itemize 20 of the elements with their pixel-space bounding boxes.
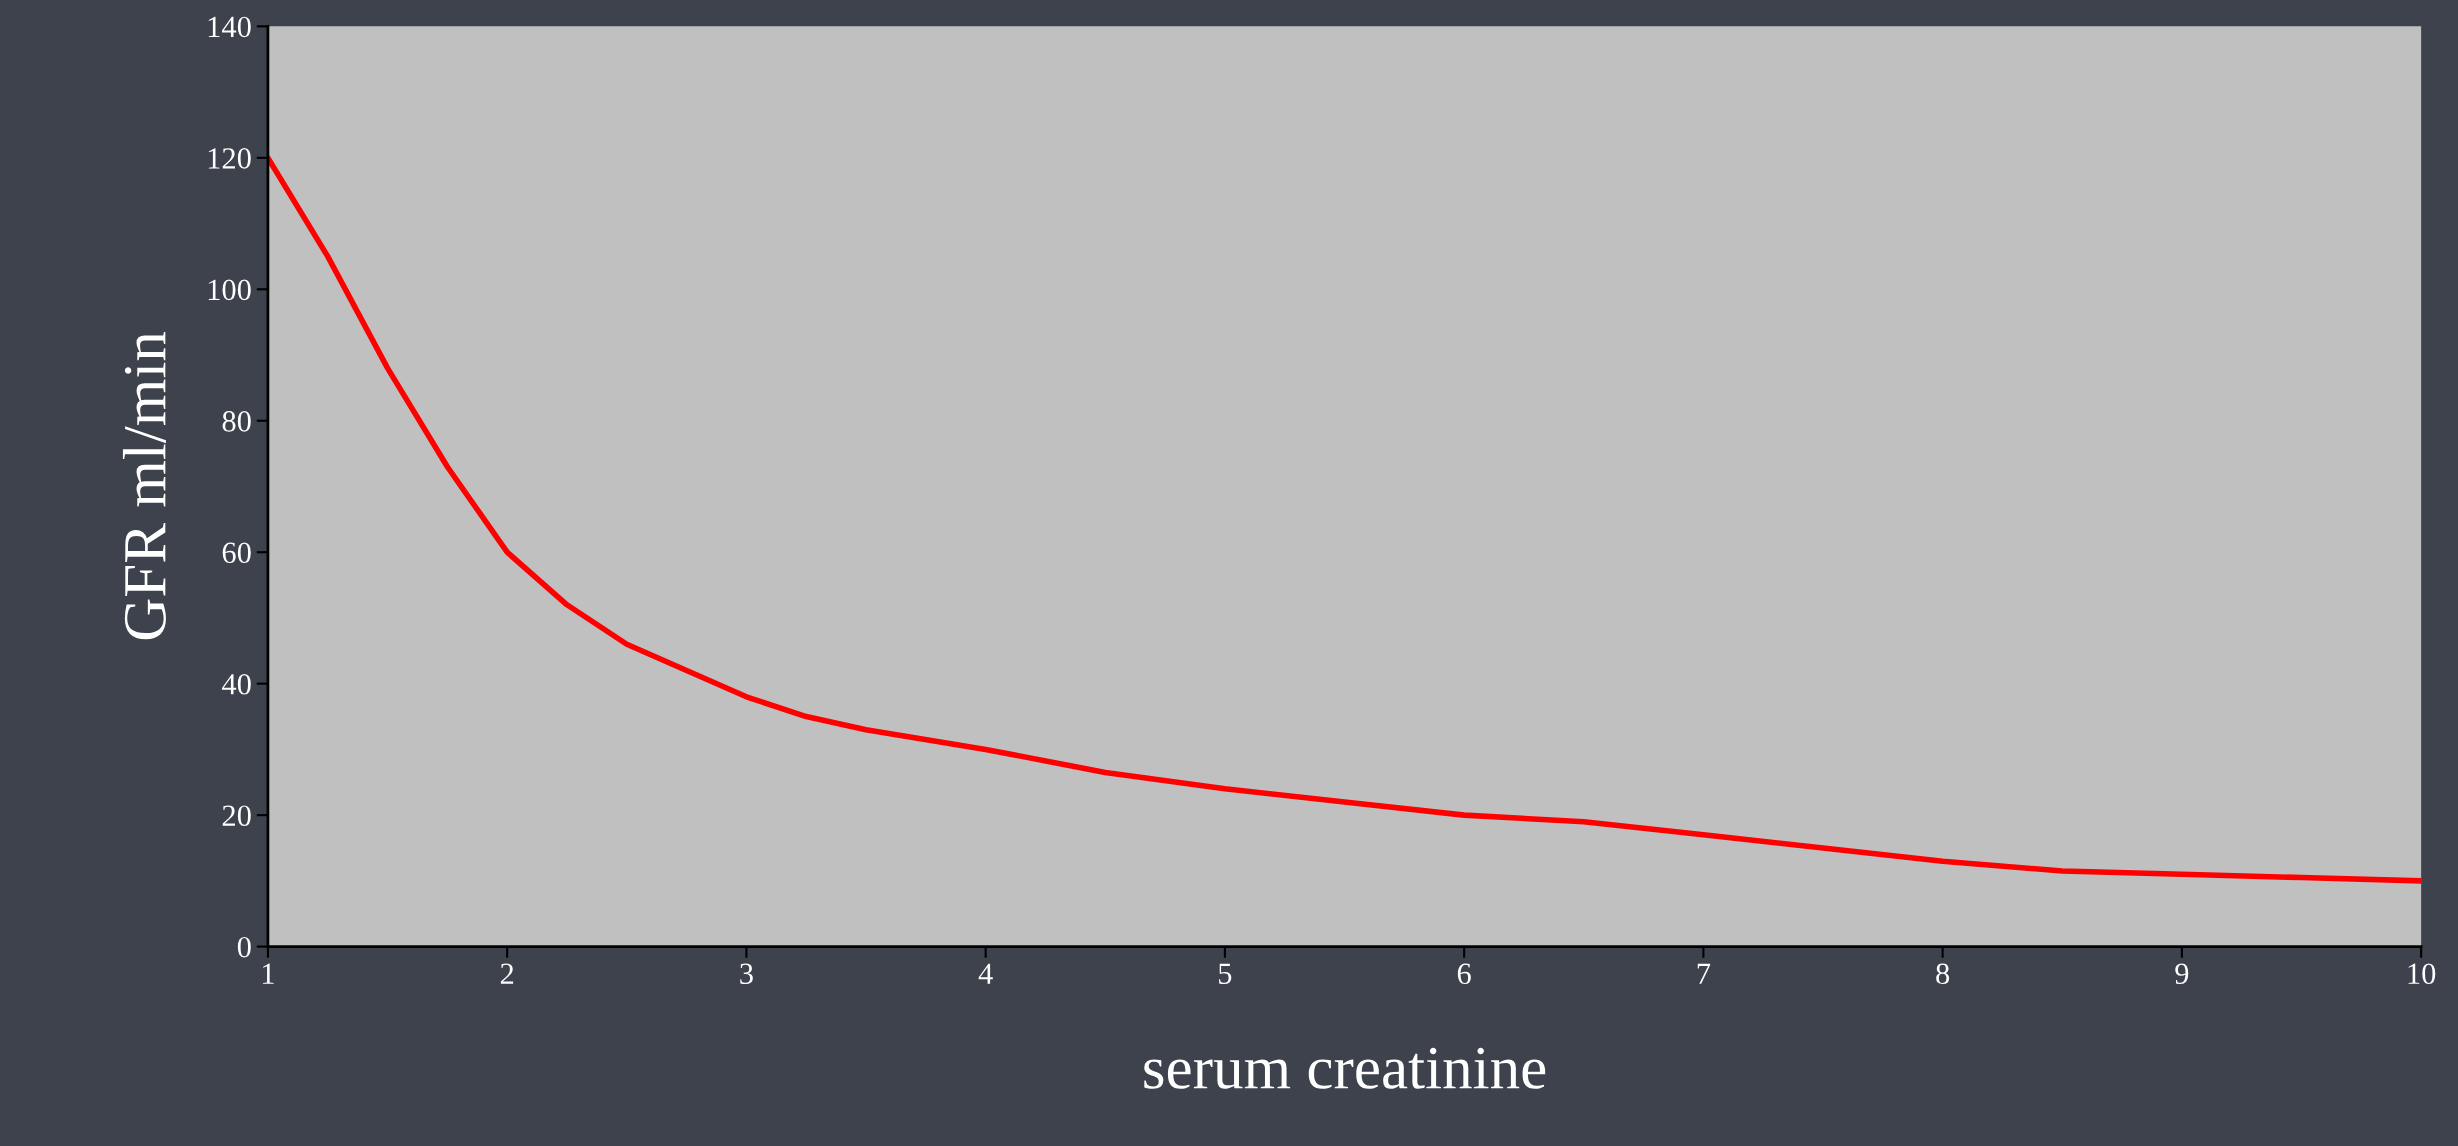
y-tick-label: 40 xyxy=(221,673,251,695)
x-tick-label: 8 xyxy=(1936,963,1950,985)
y-tick-label: 60 xyxy=(222,542,251,564)
x-tick-label: 4 xyxy=(978,963,993,984)
y-tick-label: 100 xyxy=(208,279,251,301)
x-tick-label: 5 xyxy=(1219,963,1232,985)
x-tick-label: 7 xyxy=(1697,963,1711,984)
x-tick-label: 3 xyxy=(740,963,753,985)
x-axis-title: serum creatinine xyxy=(1144,1047,1546,1089)
x-tick-label: 6 xyxy=(1457,963,1471,985)
y-tick-label: 20 xyxy=(222,805,251,827)
x-tick-label: 10 xyxy=(2408,963,2436,985)
y-tick-label: 0 xyxy=(237,936,251,958)
y-axis-title: GFR ml/min xyxy=(122,332,166,640)
x-tick-label: 9 xyxy=(2175,963,2189,985)
x-tick-label: 2 xyxy=(500,963,514,984)
y-tick-label: 80 xyxy=(222,411,251,432)
y-tick-label: 140 xyxy=(208,16,251,38)
x-tick-label: 1 xyxy=(262,963,274,984)
y-tick-label: 120 xyxy=(208,148,251,169)
